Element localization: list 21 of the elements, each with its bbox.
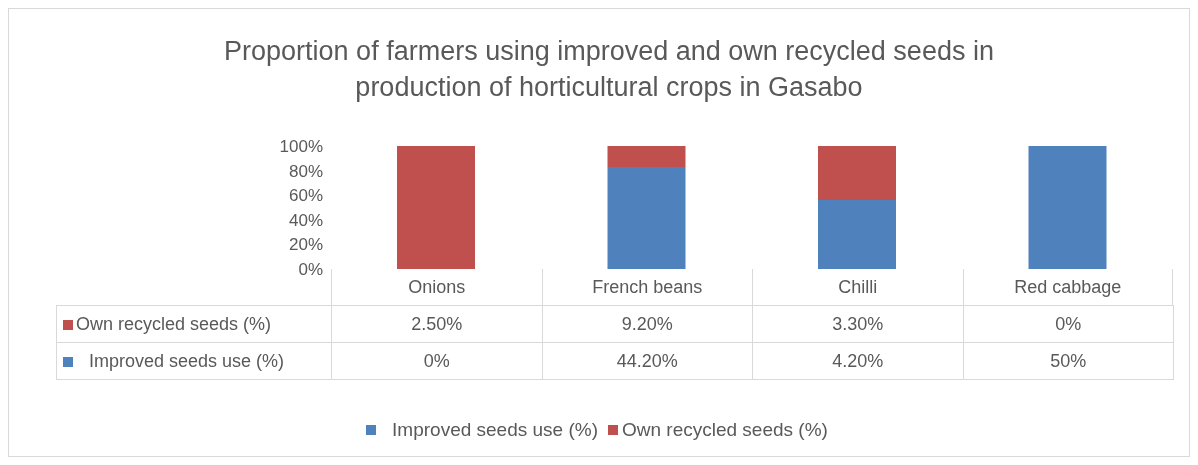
- y-tick-label: 20%: [288, 235, 323, 255]
- data-table: Own recycled seeds (%) 2.50% 9.20% 3.30% 0% Improved seeds use (%) 0% 44.20% 4.20% 50%: [56, 305, 1174, 380]
- x-tick-label: Chilli: [752, 269, 963, 305]
- legend-label: Improved seeds use (%): [391, 419, 598, 441]
- y-tick-label: 40%: [288, 210, 323, 230]
- y-tick-label: 0%: [298, 260, 323, 280]
- text: Own recycled seeds (%): [622, 419, 828, 440]
- y-tick-label: 100%: [279, 137, 323, 157]
- x-tick-label: Red cabbage: [962, 269, 1173, 305]
- bar: [607, 146, 686, 167]
- x-tick-label: Onions: [331, 269, 542, 305]
- y-tick-label: 60%: [288, 186, 323, 206]
- bar: [818, 146, 896, 201]
- legend-label: Own recycled seeds (%): [56, 305, 332, 343]
- bar: [397, 146, 475, 269]
- chart-title: Proportion of farmers using improved and own recycled seeds in production of horticultural crops in Gasabo: [223, 35, 995, 104]
- y-tick-label: 80%: [288, 161, 323, 181]
- bar: [607, 166, 686, 269]
- bar: [818, 200, 896, 269]
- bar: [1028, 146, 1107, 269]
- x-tick-label: French beans: [541, 269, 752, 305]
